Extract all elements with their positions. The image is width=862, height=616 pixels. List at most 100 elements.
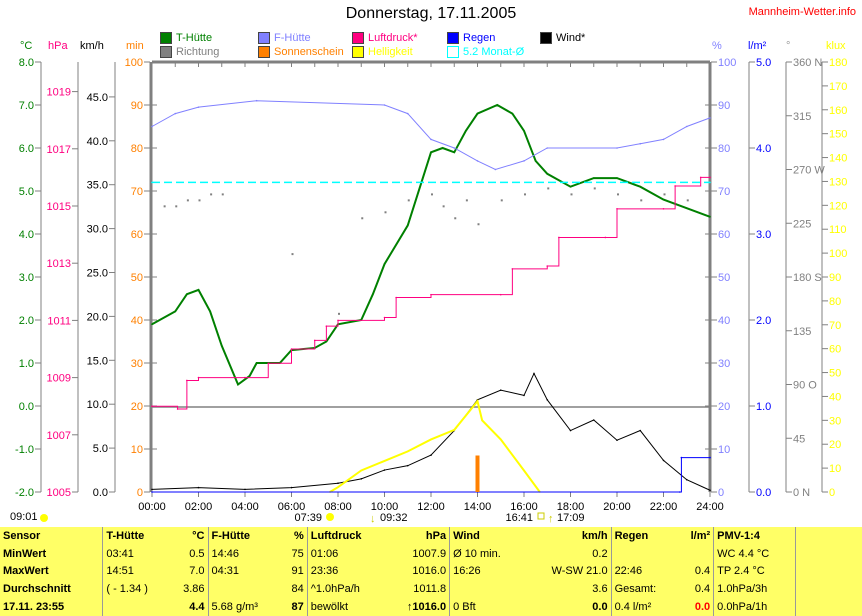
legend-item: Richtung bbox=[160, 46, 219, 58]
data-point bbox=[680, 456, 683, 459]
sun-tick-label: 10 bbox=[131, 444, 143, 456]
data-point bbox=[569, 429, 572, 432]
lux-tick-label: 110 bbox=[829, 224, 847, 236]
data-point bbox=[546, 147, 549, 149]
data-point bbox=[709, 117, 711, 119]
legend-item: Regen bbox=[447, 32, 495, 44]
sun-tick-label: 90 bbox=[131, 100, 143, 112]
data-point bbox=[616, 147, 618, 149]
cloud-icon bbox=[537, 512, 545, 520]
data-point bbox=[534, 160, 537, 162]
dir-tick-label: 135 bbox=[793, 326, 811, 338]
hum-tick-label: 70 bbox=[718, 186, 730, 198]
temp-tick-label: -1.0 bbox=[15, 444, 34, 456]
data-point bbox=[197, 376, 200, 379]
sun-tick-label: 30 bbox=[131, 358, 143, 370]
data-point bbox=[151, 125, 153, 128]
legend-swatch bbox=[540, 32, 552, 44]
wind-tick-label: 30.0 bbox=[87, 224, 108, 236]
table-cell: 14:51 bbox=[102, 562, 170, 581]
series-t-h-tte bbox=[151, 103, 711, 387]
lux-tick-label: 170 bbox=[829, 81, 847, 93]
table-cell: Regen bbox=[610, 527, 678, 545]
table-cell bbox=[449, 580, 525, 599]
table-cell bbox=[795, 580, 862, 599]
data-point bbox=[406, 112, 409, 115]
direction-point bbox=[210, 193, 213, 196]
temp-tick-label: 5.0 bbox=[19, 186, 34, 198]
table-cell: 75 bbox=[291, 547, 304, 560]
x-tick-label: 22:00 bbox=[650, 501, 678, 513]
table-cell: l/m² bbox=[690, 529, 711, 542]
x-tick-label: 20:00 bbox=[603, 501, 631, 513]
data-point bbox=[325, 325, 328, 327]
table-cell: 23:36 bbox=[306, 562, 387, 581]
data-point bbox=[546, 399, 549, 401]
table-cell: 0 Bft bbox=[449, 598, 525, 616]
legend-label: Wind* bbox=[556, 32, 586, 44]
dir-tick-label: 45 bbox=[793, 433, 805, 445]
direction-point bbox=[547, 187, 550, 190]
sun-icon bbox=[40, 514, 48, 522]
hum-unit: % bbox=[712, 40, 722, 52]
lux-tick-label: 60 bbox=[829, 344, 841, 356]
legend-item: T-Hütte bbox=[160, 32, 212, 44]
data-point bbox=[678, 491, 681, 493]
table-cell: 01:06 bbox=[306, 544, 387, 563]
data-point bbox=[476, 112, 479, 115]
hum-tick-label: 30 bbox=[718, 358, 730, 370]
direction-point bbox=[477, 223, 480, 226]
table-cell: 0.0 bbox=[694, 601, 711, 614]
legend-item: F-Hütte bbox=[258, 32, 311, 44]
wind-tick-label: 25.0 bbox=[87, 268, 108, 280]
direction-point bbox=[686, 199, 689, 202]
direction-point bbox=[221, 193, 224, 196]
data-point bbox=[174, 112, 177, 115]
sun-tick-label: 40 bbox=[131, 315, 143, 327]
lux-tick-label: 130 bbox=[829, 176, 847, 188]
sun-tick-label: 50 bbox=[131, 272, 143, 284]
dir-tick-label: 270 W bbox=[793, 165, 825, 177]
data-point bbox=[372, 293, 374, 296]
data-point bbox=[533, 372, 535, 375]
table-cell: PMV-1:4 bbox=[713, 527, 796, 545]
data-point bbox=[481, 419, 483, 422]
lux-tick-label: 40 bbox=[829, 391, 841, 403]
data-point bbox=[313, 339, 316, 342]
x-tick-label: 02:00 bbox=[185, 501, 213, 513]
data-point bbox=[209, 310, 211, 313]
legend-swatch bbox=[258, 32, 270, 44]
direction-point bbox=[291, 253, 294, 256]
legend-item: 5.2 Monat-Ø bbox=[447, 46, 524, 58]
data-point bbox=[255, 362, 258, 364]
lux-tick-label: 30 bbox=[829, 415, 841, 427]
direction-point bbox=[407, 199, 410, 202]
lux-tick-label: 80 bbox=[829, 296, 841, 308]
table-cell: MaxWert bbox=[3, 565, 49, 578]
data-point bbox=[186, 379, 188, 382]
data-point bbox=[592, 177, 595, 179]
sun-tick-label: 100 bbox=[125, 57, 143, 69]
data-point bbox=[639, 185, 642, 188]
data-point bbox=[337, 486, 339, 489]
direction-point bbox=[361, 217, 364, 220]
brand-link[interactable]: Mannheim-Wetter.info bbox=[748, 6, 856, 18]
data-point bbox=[430, 138, 432, 141]
table-row: 17.11. 23:55 4.4 5.68 g/m³ 87 bewölkt ↑1016.0… bbox=[0, 598, 862, 616]
dir-tick-label: 315 bbox=[793, 111, 811, 123]
data-point bbox=[558, 236, 560, 239]
sun-tick-label: 80 bbox=[131, 143, 143, 155]
direction-point bbox=[384, 211, 387, 214]
wind-tick-label: 5.0 bbox=[93, 443, 108, 455]
table-cell bbox=[795, 562, 862, 581]
table-cell bbox=[207, 580, 282, 599]
data-point bbox=[430, 293, 432, 296]
wind-tick-label: 40.0 bbox=[87, 136, 108, 148]
x-tick-label: 08:00 bbox=[324, 501, 352, 513]
press-tick-label: 1015 bbox=[47, 201, 71, 213]
weather-chart: 00:00 02:00 04:00 06:00 08:00 10:00 12:00 14:00… bbox=[10, 57, 847, 525]
table-cell: 0.0 bbox=[592, 601, 608, 614]
data-point bbox=[290, 348, 293, 350]
hum-tick-label: 100 bbox=[718, 57, 736, 69]
press-tick-label: 1005 bbox=[47, 487, 71, 499]
